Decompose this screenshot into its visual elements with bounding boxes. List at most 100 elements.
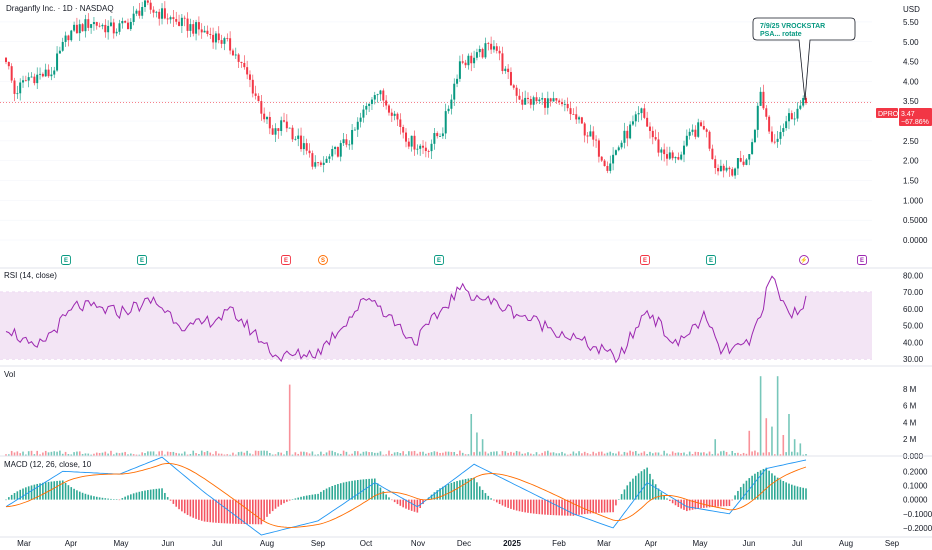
macd-histogram-bar xyxy=(532,499,535,514)
candle-body xyxy=(521,99,524,105)
macd-histogram-bar xyxy=(439,488,441,500)
volume-bar xyxy=(36,450,39,456)
price-axis: 5.505.004.504.003.503.002.502.001.501.00… xyxy=(903,18,928,245)
candle-body xyxy=(456,78,459,84)
time-tick-label: Jul xyxy=(212,539,222,548)
macd-histogram-bar xyxy=(663,495,665,500)
candle-body xyxy=(226,38,229,39)
time-tick-label: Nov xyxy=(411,539,425,548)
macd-histogram-bar xyxy=(739,487,742,500)
candle-body xyxy=(782,128,785,132)
price-tick-label: 4.50 xyxy=(903,58,919,67)
rsi-line xyxy=(5,275,807,364)
macd-histogram-bar xyxy=(183,499,186,514)
macd-histogram-bar xyxy=(575,499,578,516)
macd-histogram-bar xyxy=(410,499,413,511)
volume-bar xyxy=(527,452,529,456)
volume-bar xyxy=(308,453,311,456)
candle-body xyxy=(376,94,379,96)
volume-bars xyxy=(5,376,807,456)
volume-bar xyxy=(206,450,209,456)
macd-histogram-bar xyxy=(147,490,149,500)
price-tick-label: 2.00 xyxy=(903,157,919,166)
macd-histogram-bar xyxy=(226,499,229,524)
macd-histogram-bar xyxy=(671,499,674,504)
volume-bar xyxy=(237,452,240,456)
macd-histogram-bar xyxy=(493,499,495,501)
volume-bar xyxy=(442,452,444,456)
candle-body xyxy=(623,130,626,143)
candle-body xyxy=(92,22,95,25)
volume-bar xyxy=(13,452,16,456)
volume-bar xyxy=(592,451,595,456)
candle-body xyxy=(631,121,634,125)
macd-histogram-bar xyxy=(600,499,603,513)
volume-bar xyxy=(118,453,121,456)
volume-bar xyxy=(84,453,87,456)
candle-body xyxy=(580,117,583,124)
macd-histogram-bar xyxy=(765,467,768,500)
candle-body xyxy=(223,38,226,44)
macd-histogram-bar xyxy=(481,489,484,500)
macd-histogram-bar xyxy=(623,489,626,500)
volume-bar xyxy=(606,452,609,456)
macd-histogram-bar xyxy=(708,499,711,508)
macd-histogram-bar xyxy=(300,496,302,500)
volume-bar xyxy=(53,451,56,456)
volume-bar xyxy=(382,454,385,456)
volume-bar xyxy=(549,452,552,456)
volume-bar xyxy=(640,452,643,456)
candle-body xyxy=(742,161,745,165)
candle-body xyxy=(84,19,87,32)
volume-bar xyxy=(652,453,654,456)
macd-histogram-bar xyxy=(317,493,319,500)
candle-body xyxy=(325,158,328,163)
candle-body xyxy=(728,167,731,170)
macd-histogram-bar xyxy=(342,482,345,500)
macd-histogram-bar xyxy=(115,499,118,500)
earnings-icon: E xyxy=(434,255,444,265)
candle-body xyxy=(203,30,206,33)
candle-body xyxy=(58,50,61,54)
earnings-icon: E xyxy=(640,255,650,265)
candle-body xyxy=(722,165,725,171)
candle-body xyxy=(546,98,549,108)
candle-body xyxy=(665,154,668,159)
macd-histogram-bar xyxy=(666,498,668,500)
volume-bar xyxy=(314,454,317,456)
callout-annotation[interactable]: 7/9/25 VROCKSTAR PSA... rotate xyxy=(752,17,856,101)
candle-body xyxy=(152,9,155,13)
macd-histogram-bar xyxy=(711,499,714,508)
volume-bar xyxy=(385,454,387,456)
volume-bar xyxy=(589,454,592,456)
candle-body xyxy=(19,82,22,94)
candle-body xyxy=(385,100,388,106)
macd-histogram-bar xyxy=(359,479,362,500)
candle-body xyxy=(104,24,107,33)
candle-body xyxy=(663,149,666,155)
candle-body xyxy=(268,117,271,129)
candle-body xyxy=(646,117,649,127)
event-marker-label: E xyxy=(437,258,441,264)
candle-body xyxy=(237,54,240,62)
volume-bar xyxy=(42,452,44,456)
macd-histogram-bar xyxy=(373,478,376,500)
volume-bar xyxy=(56,451,58,456)
volume-bar xyxy=(467,454,470,456)
macd-histogram-bar xyxy=(578,499,580,515)
candle-body xyxy=(660,149,663,153)
macd-histogram-bar xyxy=(793,485,796,500)
candle-body xyxy=(736,158,739,169)
candle-body xyxy=(254,93,257,96)
volume-bar xyxy=(393,452,396,456)
candle-body xyxy=(47,69,50,77)
macd-histogram-bar xyxy=(731,499,734,501)
candle-body xyxy=(64,35,67,42)
candle-body xyxy=(532,97,535,105)
macd-histogram-bar xyxy=(705,499,708,508)
volume-title: Vol xyxy=(4,370,15,379)
earnings-icon: E xyxy=(857,255,867,265)
volume-bar xyxy=(731,450,734,456)
macd-histogram-bar xyxy=(260,499,263,525)
